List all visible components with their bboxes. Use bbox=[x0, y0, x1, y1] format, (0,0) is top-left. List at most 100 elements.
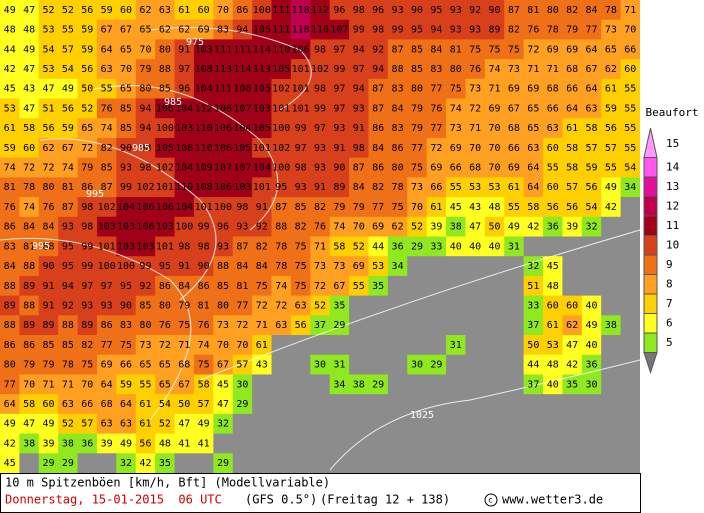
wind-cell bbox=[213, 236, 234, 257]
wind-cell bbox=[523, 394, 544, 415]
wind-value: 59 bbox=[585, 163, 597, 174]
wind-cell bbox=[38, 374, 59, 395]
wind-value: 118 bbox=[292, 5, 310, 16]
wind-value: 64 bbox=[120, 399, 132, 410]
wind-cell bbox=[465, 39, 486, 60]
wind-value: 73 bbox=[333, 261, 345, 272]
wind-cell bbox=[407, 236, 428, 257]
wind-cell bbox=[562, 275, 583, 297]
wind-value: 103 bbox=[98, 222, 116, 233]
legend-label: 15 bbox=[666, 137, 679, 150]
wind-cell bbox=[581, 137, 602, 159]
wind-value: 59 bbox=[81, 25, 93, 36]
wind-value: 55 bbox=[547, 163, 559, 174]
wind-cell bbox=[543, 19, 564, 41]
wind-value: 75 bbox=[256, 281, 268, 292]
wind-cell bbox=[193, 453, 214, 474]
wind-cell bbox=[601, 354, 622, 376]
wind-value: 45 bbox=[4, 458, 16, 469]
wind-value: 47 bbox=[178, 419, 190, 430]
wind-value: 73 bbox=[508, 64, 520, 75]
wind-cell bbox=[290, 354, 311, 376]
wind-cell bbox=[387, 335, 408, 356]
wind-value: 103 bbox=[136, 241, 154, 252]
wind-cell bbox=[38, 275, 59, 297]
wind-value: 79 bbox=[353, 202, 365, 213]
wind-cell bbox=[329, 0, 350, 21]
wind-value: 91 bbox=[42, 300, 54, 311]
wind-cell bbox=[310, 0, 331, 21]
wind-cell bbox=[252, 335, 273, 356]
wind-value: 86 bbox=[81, 182, 93, 193]
wind-value: 35 bbox=[372, 281, 384, 292]
wind-value: 100 bbox=[214, 202, 232, 213]
wind-cell bbox=[96, 59, 117, 80]
wind-cell bbox=[484, 157, 505, 178]
wind-cell bbox=[252, 137, 273, 159]
wind-value: 39 bbox=[430, 222, 442, 233]
wind-cell bbox=[426, 157, 447, 178]
wind-cell bbox=[543, 78, 564, 100]
wind-cell bbox=[252, 157, 273, 178]
wind-cell bbox=[96, 315, 117, 336]
wind-cell bbox=[38, 78, 59, 100]
footer-model: (GFS 0.5°) bbox=[245, 493, 317, 507]
wind-cell bbox=[38, 413, 59, 435]
wind-cell bbox=[135, 78, 156, 100]
wind-cell bbox=[446, 19, 467, 41]
wind-cell bbox=[135, 59, 156, 80]
wind-cell bbox=[19, 137, 40, 159]
wind-cell bbox=[523, 177, 544, 198]
wind-cell bbox=[581, 374, 602, 395]
copyright-icon bbox=[484, 493, 498, 507]
wind-cell bbox=[329, 394, 350, 415]
wind-cell bbox=[0, 335, 20, 356]
wind-value: 49 bbox=[4, 5, 16, 16]
wind-cell bbox=[38, 216, 59, 238]
wind-cell bbox=[368, 59, 389, 80]
wind-cell bbox=[116, 275, 137, 297]
wind-value: 29 bbox=[372, 379, 384, 390]
wind-cell bbox=[368, 157, 389, 178]
wind-cell bbox=[523, 354, 544, 376]
wind-cell bbox=[407, 197, 428, 218]
wind-cell bbox=[368, 216, 389, 238]
wind-cell bbox=[523, 433, 544, 454]
wind-value: 69 bbox=[547, 44, 559, 55]
wind-value: 76 bbox=[198, 320, 210, 331]
legend-swatch bbox=[643, 196, 658, 217]
wind-value: 88 bbox=[4, 320, 16, 331]
wind-value: 91 bbox=[178, 261, 190, 272]
wind-cell bbox=[96, 275, 117, 297]
wind-value: 94 bbox=[139, 103, 151, 114]
wind-cell bbox=[0, 394, 20, 415]
wind-cell bbox=[562, 137, 583, 159]
wind-cell bbox=[504, 39, 525, 60]
wind-cell bbox=[232, 236, 253, 257]
wind-value: 57 bbox=[605, 143, 617, 154]
wind-cell bbox=[0, 78, 20, 100]
wind-value: 76 bbox=[469, 64, 481, 75]
wind-cell bbox=[368, 394, 389, 415]
wind-cell bbox=[543, 394, 564, 415]
copyright-c: c bbox=[488, 496, 493, 505]
wind-cell bbox=[310, 216, 331, 238]
wind-value: 75 bbox=[81, 360, 93, 371]
wind-value: 60 bbox=[547, 143, 559, 154]
wind-cell bbox=[368, 39, 389, 60]
wind-value: 73 bbox=[411, 182, 423, 193]
wind-cell bbox=[174, 256, 195, 277]
wind-value: 42 bbox=[139, 458, 151, 469]
wind-cell bbox=[96, 374, 117, 395]
wind-value: 33 bbox=[430, 241, 442, 252]
wind-value: 40 bbox=[489, 241, 501, 252]
wind-value: 93 bbox=[353, 103, 365, 114]
wind-cell bbox=[155, 98, 176, 119]
wind-value: 95 bbox=[62, 241, 74, 252]
wind-cell bbox=[271, 394, 292, 415]
wind-cell bbox=[135, 19, 156, 41]
wind-cell bbox=[252, 236, 273, 257]
wind-value: 56 bbox=[81, 5, 93, 16]
wind-value: 47 bbox=[23, 419, 35, 430]
wind-cell bbox=[252, 39, 273, 60]
